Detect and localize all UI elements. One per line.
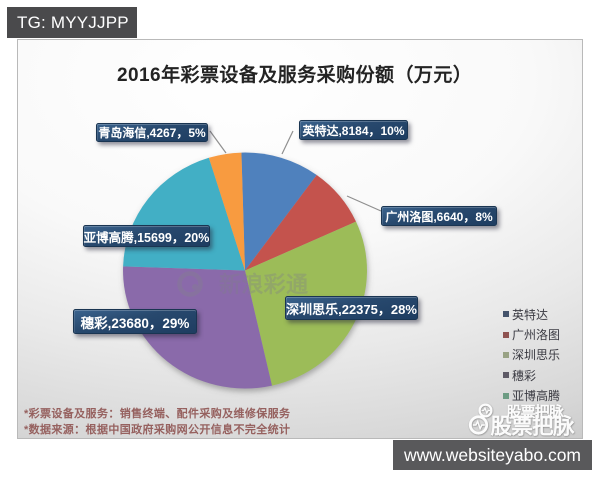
svg-text:新浪彩通: 新浪彩通 bbox=[219, 272, 308, 297]
svg-text:股票把脉: 股票把脉 bbox=[507, 403, 565, 421]
svg-text:股票把脉: 股票把脉 bbox=[491, 414, 575, 439]
